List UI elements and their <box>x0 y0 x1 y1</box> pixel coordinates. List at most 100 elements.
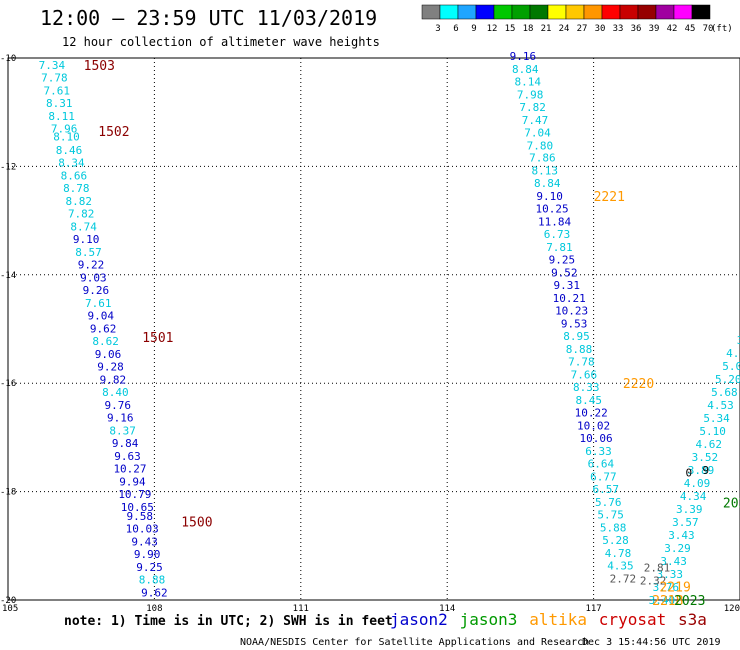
wave-height-value: 8.11 <box>48 110 75 123</box>
track-label: 1502 <box>98 125 129 140</box>
legend-swatch <box>511 4 531 20</box>
wave-height-value: 7.04 <box>524 126 551 139</box>
y-tick-label: -10 <box>0 54 16 64</box>
wave-height-value: 9.84 <box>112 437 139 450</box>
legend-swatch <box>439 4 459 20</box>
track-label: 1503 <box>84 59 115 74</box>
legend-label: 42 <box>667 24 678 34</box>
legend-label: 70 <box>703 24 714 34</box>
wave-height-value: 7.86 <box>529 152 556 165</box>
legend-swatch <box>673 4 693 20</box>
wave-height-value: 6.64 <box>588 457 615 470</box>
wave-height-value: 11.84 <box>538 216 571 229</box>
legend-unit: (ft) <box>711 24 733 34</box>
satellite-name: s3a <box>678 610 707 629</box>
wave-height-value: 3.43 <box>668 529 695 542</box>
wave-height-value: 8.31 <box>46 97 73 110</box>
x-tick-label: 111 <box>293 604 309 614</box>
wave-height-value: 3.40 <box>649 594 676 607</box>
y-tick-label: -18 <box>0 488 16 498</box>
wave-height-value: 8.78 <box>63 182 90 195</box>
wave-height-value: 0 <box>685 467 692 480</box>
legend-label: 18 <box>523 24 534 34</box>
wave-height-value: 9.82 <box>100 373 127 386</box>
satellite-name: altika <box>529 610 587 629</box>
track-label: 2221 <box>594 190 625 205</box>
wave-height-value: 7.61 <box>44 85 71 98</box>
wave-height-value: 4.53 <box>707 399 734 412</box>
legend-swatch <box>493 4 513 20</box>
wave-height-value: 9.25 <box>549 254 576 267</box>
wave-height-value: 6.77 <box>590 470 617 483</box>
wave-height-value: 8.62 <box>92 335 119 348</box>
footer-timestamp: Dec 3 15:44:56 UTC 2019 <box>582 637 720 648</box>
wave-height-value: 4.78 <box>605 547 632 560</box>
wave-height-value: 3.89 <box>688 464 715 477</box>
wave-height-value: 8.82 <box>66 195 93 208</box>
wave-height-value: 2.32 <box>640 574 667 587</box>
y-tick-label: -14 <box>0 271 16 281</box>
legend-label: 6 <box>453 24 458 34</box>
x-tick-label: 105 <box>2 604 18 614</box>
wave-height-value: 2.72 <box>610 572 637 585</box>
wave-height-value: 8.46 <box>56 144 83 157</box>
wave-height-value: 5.28 <box>602 534 629 547</box>
wave-height-value: 9 <box>703 464 710 477</box>
wave-height-value: 9.10 <box>73 233 100 246</box>
x-tick-label: 117 <box>585 604 601 614</box>
wave-height-value: 7.81 <box>546 241 573 254</box>
wave-height-value: 8.66 <box>61 170 88 183</box>
y-tick-label: -12 <box>0 162 16 172</box>
wave-height-value: 7.82 <box>68 208 95 221</box>
legend-label: 24 <box>559 24 570 34</box>
wave-height-value: 9.76 <box>105 399 132 412</box>
plot-frame <box>7 57 740 601</box>
wave-height-value: 6.73 <box>544 228 571 241</box>
wave-height-value: 3.57 <box>672 516 699 529</box>
wave-height-value: 8.13 <box>532 165 559 178</box>
wave-height-value: 4.34 <box>680 490 707 503</box>
wave-height-value: 9.43 <box>131 535 158 548</box>
wave-height-value: 5.68 <box>711 386 738 399</box>
x-tick-label: 108 <box>146 604 162 614</box>
wave-height-value: 9.62 <box>90 322 117 335</box>
note: note: 1) Time is in UTC; 2) SWH is in fe… <box>64 614 393 629</box>
legend-label: 3 <box>435 24 440 34</box>
legend-swatch <box>637 4 657 20</box>
wave-height-value: 5.0 <box>722 360 740 373</box>
wave-height-value: 5.75 <box>597 508 624 521</box>
wave-height-value: 9.04 <box>87 309 114 322</box>
wave-height-value: 5.76 <box>595 496 622 509</box>
wave-height-value: 5.10 <box>699 425 726 438</box>
wave-height-value: 5.88 <box>600 521 627 534</box>
legend-swatch <box>457 4 477 20</box>
legend-swatch <box>547 4 567 20</box>
wave-height-value: 3.33 <box>656 568 683 581</box>
y-tick-label: -16 <box>0 379 16 389</box>
track-label: 1500 <box>181 515 212 530</box>
wave-height-value: 7.80 <box>527 139 554 152</box>
wave-height-value: 7.82 <box>519 101 546 114</box>
legend-label: 33 <box>613 24 624 34</box>
wave-height-value: 9.52 <box>551 267 578 280</box>
track-label: 2219 <box>659 580 690 595</box>
wave-height-value: 8.84 <box>534 177 561 190</box>
legend-label: 21 <box>541 24 552 34</box>
legend-label: 9 <box>471 24 476 34</box>
wave-height-value: 3.39 <box>676 503 703 516</box>
wave-height-value: 3 <box>737 334 740 347</box>
wave-height-value: 9.58 <box>127 510 154 523</box>
track-label: 2218 <box>652 594 683 609</box>
wave-height-value: 7.47 <box>522 114 549 127</box>
wave-height-value: 9.06 <box>95 348 122 361</box>
wave-height-value: 8.33 <box>573 381 600 394</box>
legend-swatch <box>529 4 549 20</box>
satellite-name: cryosat <box>599 610 666 629</box>
legend-swatch <box>619 4 639 20</box>
wave-height-value: 2.81 <box>644 561 671 574</box>
wave-height-value: 8.45 <box>575 394 602 407</box>
x-tick-label: 114 <box>439 604 455 614</box>
satellite-name: jason2 <box>390 610 448 629</box>
